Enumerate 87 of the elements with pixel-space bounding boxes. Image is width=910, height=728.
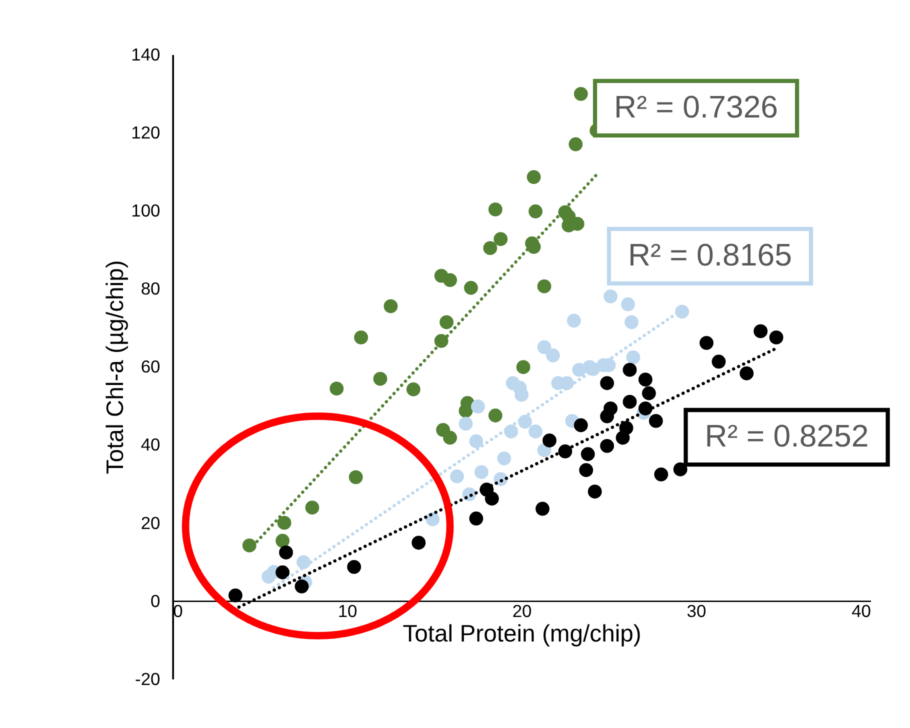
x-tick-label: 40 [852,600,872,621]
annotation: R² = 0.8252 [704,418,869,454]
point [488,202,502,216]
x-tick-label: 0 [173,600,184,621]
point [712,354,726,369]
point [673,462,688,476]
point [440,315,454,330]
point [642,386,656,400]
point [700,336,714,350]
y-tick-label: 80 [140,278,161,299]
point [276,565,290,580]
point [279,546,294,560]
point [769,330,784,344]
point [528,204,542,218]
point [754,324,768,338]
point [604,402,618,416]
point [579,463,594,478]
point [276,534,290,548]
point [277,516,292,530]
point [348,470,363,484]
point [622,362,637,377]
point [588,484,602,499]
y-tick-label: 40 [140,434,161,455]
point [469,512,484,526]
point [526,170,541,184]
x-tick-label: 10 [338,600,358,621]
x-tick-label: 30 [686,600,706,621]
point [516,360,530,374]
y-axis-title: Total Chl-a (µg/chip) [102,260,129,474]
x-axis-title: Total Protein (mg/chip) [402,620,642,648]
point [537,340,552,354]
point [484,492,499,506]
point [568,137,583,152]
y-tick-label: 20 [140,512,161,533]
point [474,465,488,480]
point [450,469,464,484]
point [347,560,362,574]
point [566,314,581,328]
point [384,299,398,314]
point [648,414,663,428]
y-tick-label: -20 [135,668,161,689]
y-tick-label: 60 [140,356,161,377]
point [574,86,588,101]
point [626,350,640,364]
x-tick-label: 20 [512,600,532,621]
point [600,376,614,390]
point [406,382,420,396]
point [622,394,637,409]
point [443,430,458,445]
point [574,418,588,432]
point [504,424,518,438]
point [624,315,638,330]
point [294,579,309,594]
point [470,400,485,414]
point [542,434,556,448]
point [740,366,754,380]
point [528,424,542,438]
point [638,372,652,387]
point [600,438,614,453]
point [305,500,320,515]
point [443,273,458,288]
y-tick-label: 100 [131,200,161,221]
point [621,297,635,312]
y-tick-label: 140 [131,44,161,64]
point [464,280,478,295]
point [654,467,668,482]
point [537,279,552,294]
point [488,408,502,422]
point [483,241,498,256]
point [412,536,426,550]
point [546,348,560,362]
point [536,502,550,516]
y-tick-label: 120 [131,122,161,143]
annotation: R² = 0.8165 [628,237,792,272]
point [330,382,344,396]
point [619,421,634,435]
point [373,372,388,386]
point [494,232,508,246]
point [458,416,473,431]
point [580,447,595,462]
annotation: R² = 0.7326 [614,89,778,124]
point [228,588,242,602]
point [426,512,440,526]
point [604,290,618,304]
point [354,330,368,344]
point [497,451,512,466]
point [469,434,484,448]
